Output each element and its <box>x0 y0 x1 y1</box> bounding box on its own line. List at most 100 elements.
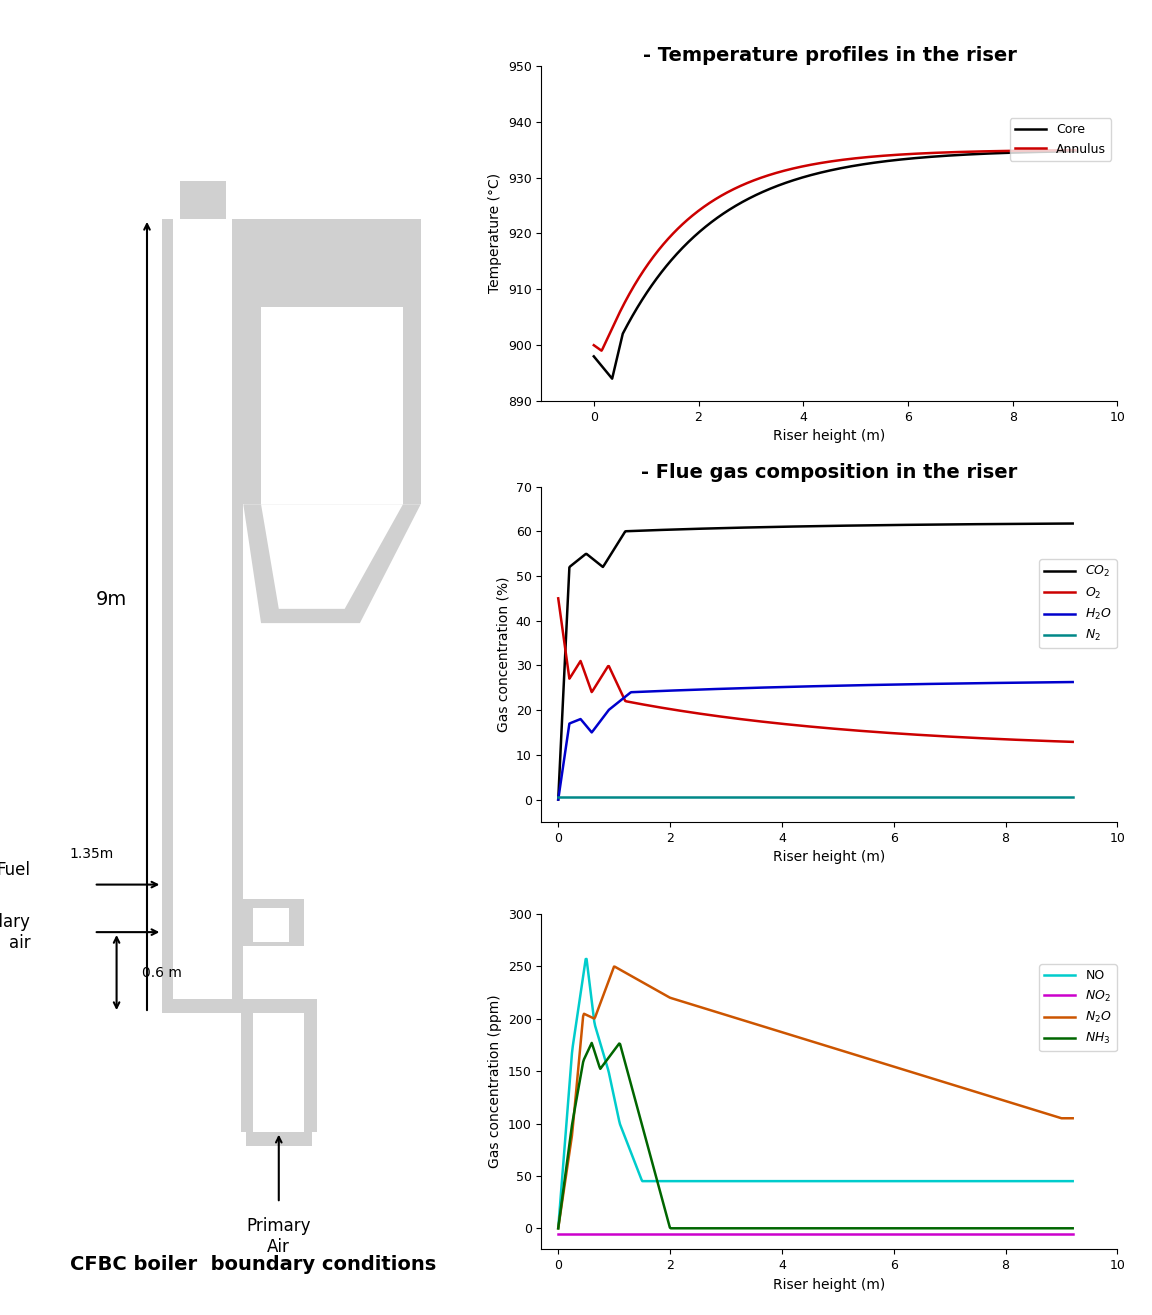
Bar <box>180 181 226 220</box>
$N_2$ <box>855 789 869 805</box>
Legend: NO, $NO_2$, $N_2O$, $NH_3$: NO, $NO_2$, $N_2O$, $NH_3$ <box>1039 964 1117 1051</box>
$O_2$ <box>855 723 869 739</box>
$O_2$ <box>643 698 657 714</box>
NO <box>684 1173 698 1189</box>
$NO_2$ <box>1066 1226 1079 1241</box>
$N_2$ <box>643 789 657 805</box>
$NO_2$ <box>855 1226 869 1241</box>
Core <box>817 164 831 180</box>
$N_2$ <box>552 789 566 805</box>
NO <box>643 1173 657 1189</box>
Core <box>874 154 888 170</box>
Y-axis label: Gas concentration (%): Gas concentration (%) <box>497 576 510 732</box>
$NH_3$ <box>585 1035 599 1051</box>
Legend: Core, Annulus: Core, Annulus <box>1010 118 1112 160</box>
$N_2O$ <box>643 978 657 994</box>
Text: 1.35m: 1.35m <box>69 847 113 861</box>
$N_2$ <box>683 789 697 805</box>
$N_2$ <box>939 789 953 805</box>
Text: Secondary
air: Secondary air <box>0 913 30 952</box>
Core <box>605 371 619 387</box>
$CO_2$ <box>1066 515 1079 531</box>
Bar <box>245 1122 312 1147</box>
$N_2O$ <box>552 1220 566 1236</box>
$NO_2$ <box>643 1226 657 1241</box>
$N_2O$ <box>607 959 621 974</box>
$NH_3$ <box>643 1147 657 1162</box>
Core <box>1069 143 1083 159</box>
Bar <box>243 220 420 291</box>
Line: $NH_3$: $NH_3$ <box>559 1043 1073 1228</box>
Text: - Temperature profiles in the riser: - Temperature profiles in the riser <box>643 46 1016 64</box>
Text: 9m: 9m <box>96 590 127 609</box>
Line: $O_2$: $O_2$ <box>559 598 1073 742</box>
$NH_3$ <box>785 1220 798 1236</box>
$NO_2$ <box>683 1226 697 1241</box>
$O_2$ <box>785 717 798 732</box>
NO <box>579 951 593 967</box>
NO <box>940 1173 954 1189</box>
Bar <box>262 306 403 504</box>
$N_2O$ <box>1066 1110 1079 1126</box>
Annulus <box>983 143 996 159</box>
$O_2$ <box>552 590 566 606</box>
Bar <box>241 998 317 1132</box>
Core <box>586 348 600 364</box>
$NH_3$ <box>684 1220 698 1236</box>
Bar <box>253 909 289 942</box>
$H_2O$ <box>939 676 953 692</box>
Bar <box>173 220 233 998</box>
$NO_2$ <box>895 1226 909 1241</box>
Line: $N_2O$: $N_2O$ <box>559 967 1073 1228</box>
$N_2O$ <box>940 1074 954 1090</box>
Core <box>983 146 996 162</box>
$CO_2$ <box>683 521 697 537</box>
NO <box>552 1220 566 1236</box>
$O_2$ <box>683 705 697 721</box>
$N_2O$ <box>785 1027 798 1043</box>
Line: $CO_2$: $CO_2$ <box>559 523 1073 800</box>
$NH_3$ <box>552 1220 566 1236</box>
Bar <box>243 899 304 947</box>
$NO_2$ <box>552 1226 566 1241</box>
Bar <box>162 220 243 1013</box>
NO <box>785 1173 798 1189</box>
$N_2$ <box>895 789 909 805</box>
$H_2O$ <box>785 679 798 694</box>
Y-axis label: Gas concentration (ppm): Gas concentration (ppm) <box>488 994 502 1169</box>
$CO_2$ <box>939 517 953 533</box>
Annulus <box>586 338 600 354</box>
$H_2O$ <box>1066 675 1079 690</box>
Polygon shape <box>262 504 403 609</box>
Bar <box>253 1013 304 1132</box>
$N_2$ <box>785 789 798 805</box>
$CO_2$ <box>895 517 909 533</box>
Annulus <box>594 343 608 359</box>
$H_2O$ <box>895 676 909 692</box>
NO <box>855 1173 869 1189</box>
Annulus <box>874 149 888 164</box>
Polygon shape <box>243 504 420 623</box>
$NH_3$ <box>896 1220 910 1236</box>
$NH_3$ <box>1066 1220 1079 1236</box>
$NH_3$ <box>855 1220 869 1236</box>
$CO_2$ <box>855 518 869 534</box>
Bar <box>243 291 420 504</box>
Text: CFBC boiler  boundary conditions: CFBC boiler boundary conditions <box>70 1256 437 1274</box>
Line: $H_2O$: $H_2O$ <box>559 682 1073 800</box>
$CO_2$ <box>552 792 566 807</box>
Core <box>849 158 863 174</box>
Line: Annulus: Annulus <box>593 150 1076 351</box>
$H_2O$ <box>855 677 869 693</box>
Legend: $CO_2$, $O_2$, $H_2O$, $N_2$: $CO_2$, $O_2$, $H_2O$, $N_2$ <box>1039 559 1117 648</box>
Core <box>1058 143 1071 159</box>
$O_2$ <box>1066 734 1079 750</box>
Text: - Flue gas composition in the riser: - Flue gas composition in the riser <box>642 463 1017 481</box>
$H_2O$ <box>643 684 657 700</box>
X-axis label: Riser height (m): Riser height (m) <box>773 1278 886 1291</box>
Annulus <box>849 150 863 166</box>
$N_2O$ <box>896 1061 910 1077</box>
Annulus <box>1058 142 1071 158</box>
X-axis label: Riser height (m): Riser height (m) <box>773 430 886 443</box>
X-axis label: Riser height (m): Riser height (m) <box>773 851 886 864</box>
